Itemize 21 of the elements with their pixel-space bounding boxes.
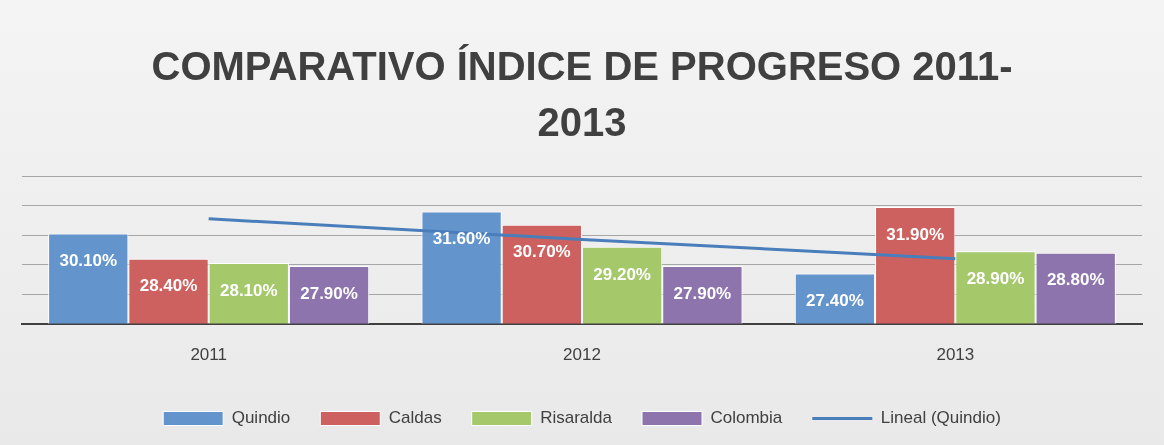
legend-label: Caldas xyxy=(388,408,442,428)
data-label: 28.40% xyxy=(139,276,198,296)
data-label: 31.90% xyxy=(886,224,945,244)
data-label: 29.20% xyxy=(593,264,651,284)
legend-label: Lineal (Quindio) xyxy=(880,408,1001,428)
x-tick-label: 2011 xyxy=(190,345,227,365)
legend-label: Colombia xyxy=(710,408,783,428)
data-label: 31.60% xyxy=(432,229,491,249)
x-tick-label: 2012 xyxy=(563,345,601,365)
data-label: 28.10% xyxy=(219,280,278,300)
data-label: 28.80% xyxy=(1046,270,1105,290)
data-label: 30.70% xyxy=(513,242,571,262)
chart-title: COMPARATIVO ÍNDICE DE PROGRESO 2011-2013 xyxy=(150,43,1014,146)
legend-label: Quindio xyxy=(231,408,291,428)
data-label: 27.90% xyxy=(300,283,358,303)
data-label: 27.90% xyxy=(673,283,732,303)
data-label: 27.40% xyxy=(806,291,864,311)
data-label: 30.10% xyxy=(59,251,118,271)
legend-label: Risaralda xyxy=(540,408,613,428)
data-label: 28.90% xyxy=(966,268,1025,288)
x-tick-label: 2013 xyxy=(936,345,975,365)
